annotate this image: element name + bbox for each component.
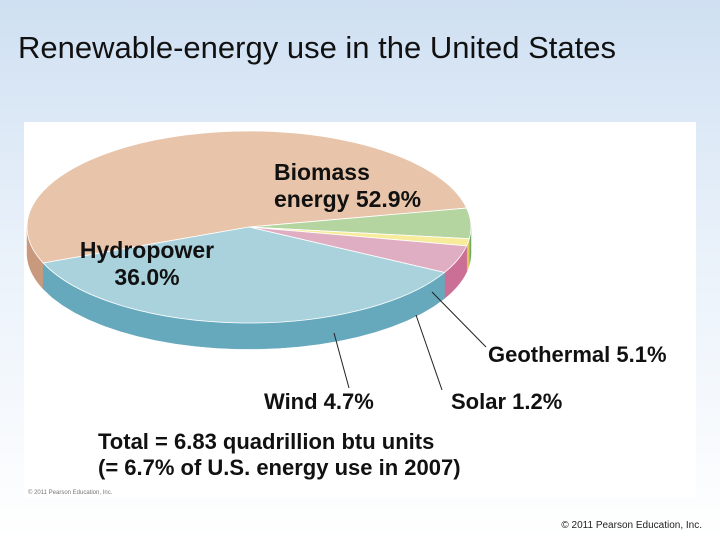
slice-label-3-line-0: Wind 4.7% (264, 389, 374, 414)
leader-line-1 (431, 291, 487, 348)
slice-label-1-line-0: Geothermal 5.1% (488, 342, 667, 367)
pie-slice-0 (26, 130, 468, 264)
footer-copyright: © 2011 Pearson Education, Inc. (561, 520, 702, 531)
pie-slice-4 (42, 226, 446, 324)
slice-label-4-line-0: Hydropower (80, 237, 214, 263)
slice-label-2-line-0: Solar 1.2% (451, 389, 562, 414)
chart-total-annotation: Total = 6.83 quadrillion btu units (98, 429, 434, 454)
slice-label-0-line-1: energy 52.9% (274, 186, 421, 212)
slice-label-4-line-1: 36.0% (114, 264, 179, 290)
figure-panel: Biomass energy 52.9% Geothermal 5.1% Solar … (24, 122, 696, 498)
leader-line-2 (415, 314, 443, 391)
chart-share-annotation: (= 6.7% of U.S. energy use in 2007) (98, 455, 461, 480)
figure-credit: © 2011 Pearson Education, Inc. (28, 490, 113, 496)
slide-title: Renewable-energy use in the United State… (18, 30, 616, 65)
slice-label-0-line-0: Biomass (274, 159, 370, 185)
leader-line-3 (333, 332, 350, 389)
